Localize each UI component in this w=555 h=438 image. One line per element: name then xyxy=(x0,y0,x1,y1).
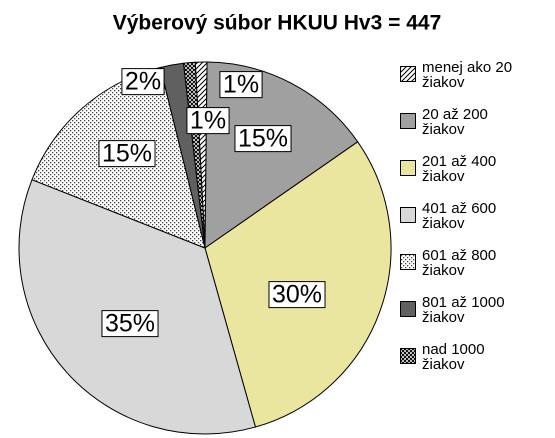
pie-slice xyxy=(204,61,359,249)
data-label-box xyxy=(121,68,165,96)
data-label-box xyxy=(98,140,156,168)
data-label: 15% xyxy=(102,140,152,168)
legend-swatch xyxy=(400,207,416,223)
legend-label: 20 až 200 žiakov xyxy=(422,106,488,138)
data-label-box xyxy=(219,71,263,99)
legend-label: 601 až 800 žiakov xyxy=(422,247,497,279)
legend-swatch xyxy=(400,254,416,270)
data-label: 35% xyxy=(105,310,155,338)
legend-label: 401 až 600 žiakov xyxy=(422,200,497,232)
chart-title: Výberový súbor HKUU Hv3 = 447 xyxy=(113,12,442,35)
data-label-box xyxy=(268,281,326,309)
data-label: 1% xyxy=(223,71,259,99)
legend-swatch xyxy=(400,301,416,317)
legend-label: 201 až 400 žiakov xyxy=(422,153,497,185)
data-label: 30% xyxy=(272,281,322,309)
legend-label: 801 až 1000 žiakov xyxy=(422,294,505,326)
data-label: 15% xyxy=(238,125,288,153)
data-label: 1% xyxy=(190,107,226,135)
legend-label: nad 1000 žiakov xyxy=(422,341,485,373)
data-label-box xyxy=(234,125,292,153)
legend-swatch xyxy=(400,66,416,82)
pie-slice xyxy=(18,179,257,435)
data-label-box xyxy=(101,310,159,338)
data-label-box xyxy=(186,107,230,135)
legend-swatch xyxy=(400,160,416,176)
data-label: 2% xyxy=(125,68,161,96)
legend-label: menej ako 20 žiakov xyxy=(422,59,513,91)
legend-swatch xyxy=(400,113,416,129)
legend-swatch xyxy=(400,348,416,364)
